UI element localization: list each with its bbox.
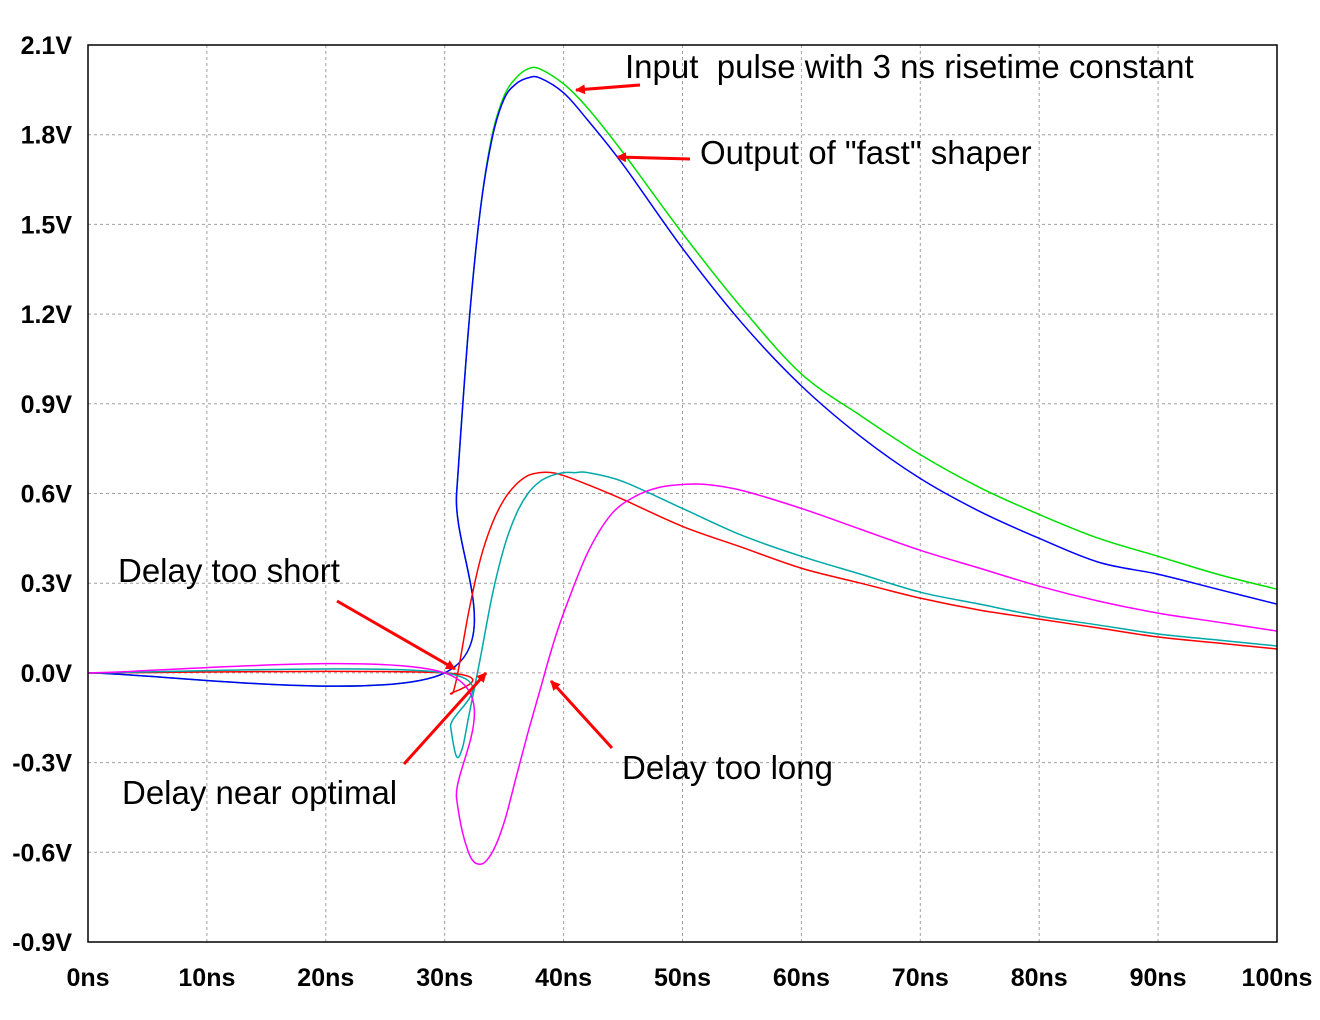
plot-frame xyxy=(87,44,1278,943)
delay-optimal-label: Delay near optimal xyxy=(122,774,397,811)
delay-long-arrow xyxy=(549,679,614,750)
x-tick-label: 30ns xyxy=(416,964,473,992)
y-tick-label: 2.1V xyxy=(21,32,73,60)
y-tick-label: -0.6V xyxy=(12,839,72,867)
y-tick-label: -0.3V xyxy=(12,750,72,778)
y-tick-label: 1.5V xyxy=(21,211,73,239)
y-tick-label: 1.2V xyxy=(21,301,73,329)
x-tick-label: 80ns xyxy=(1011,964,1068,992)
x-tick-label: 10ns xyxy=(178,964,235,992)
x-tick-label: 60ns xyxy=(773,964,830,992)
x-tick-label: 50ns xyxy=(654,964,711,992)
fast-shaper-label: Output of "fast" shaper xyxy=(700,134,1032,171)
input-pulse-label: Input pulse with 3 ns risetime constant xyxy=(625,48,1194,85)
x-tick-label: 40ns xyxy=(535,964,592,992)
x-tick-label: 90ns xyxy=(1130,964,1187,992)
x-tick-label: 20ns xyxy=(297,964,354,992)
x-tick-label: 0ns xyxy=(66,964,109,992)
delay-optimal-arrow xyxy=(402,671,488,766)
tick-labels: 0ns 10ns 20ns 30ns 40ns 50ns 60ns 70ns 80ns 90ns 1… xyxy=(12,32,1312,992)
annotations: Input pulse with 3 ns risetime constant … xyxy=(118,48,1194,811)
input-pulse-arrow xyxy=(575,83,641,95)
series-line-2 xyxy=(87,75,1278,687)
series-line-4 xyxy=(87,471,1278,759)
fast-shaper-arrow xyxy=(616,152,691,163)
y-tick-label: 0.9V xyxy=(21,391,73,419)
y-tick-label: -0.9V xyxy=(12,929,72,957)
delay-short-arrow xyxy=(336,599,456,671)
x-tick-label: 100ns xyxy=(1242,964,1313,992)
delay-short-label: Delay too short xyxy=(118,552,340,589)
x-tick-label: 70ns xyxy=(892,964,949,992)
delay-long-label: Delay too long xyxy=(622,749,833,786)
y-tick-label: 0.3V xyxy=(21,570,73,598)
series-line-5 xyxy=(87,483,1278,866)
y-tick-label: 0.6V xyxy=(21,481,73,509)
series-group xyxy=(87,66,1278,866)
y-tick-label: 1.8V xyxy=(21,122,73,150)
y-tick-label: 0.0V xyxy=(21,660,73,688)
grid xyxy=(88,45,1277,942)
